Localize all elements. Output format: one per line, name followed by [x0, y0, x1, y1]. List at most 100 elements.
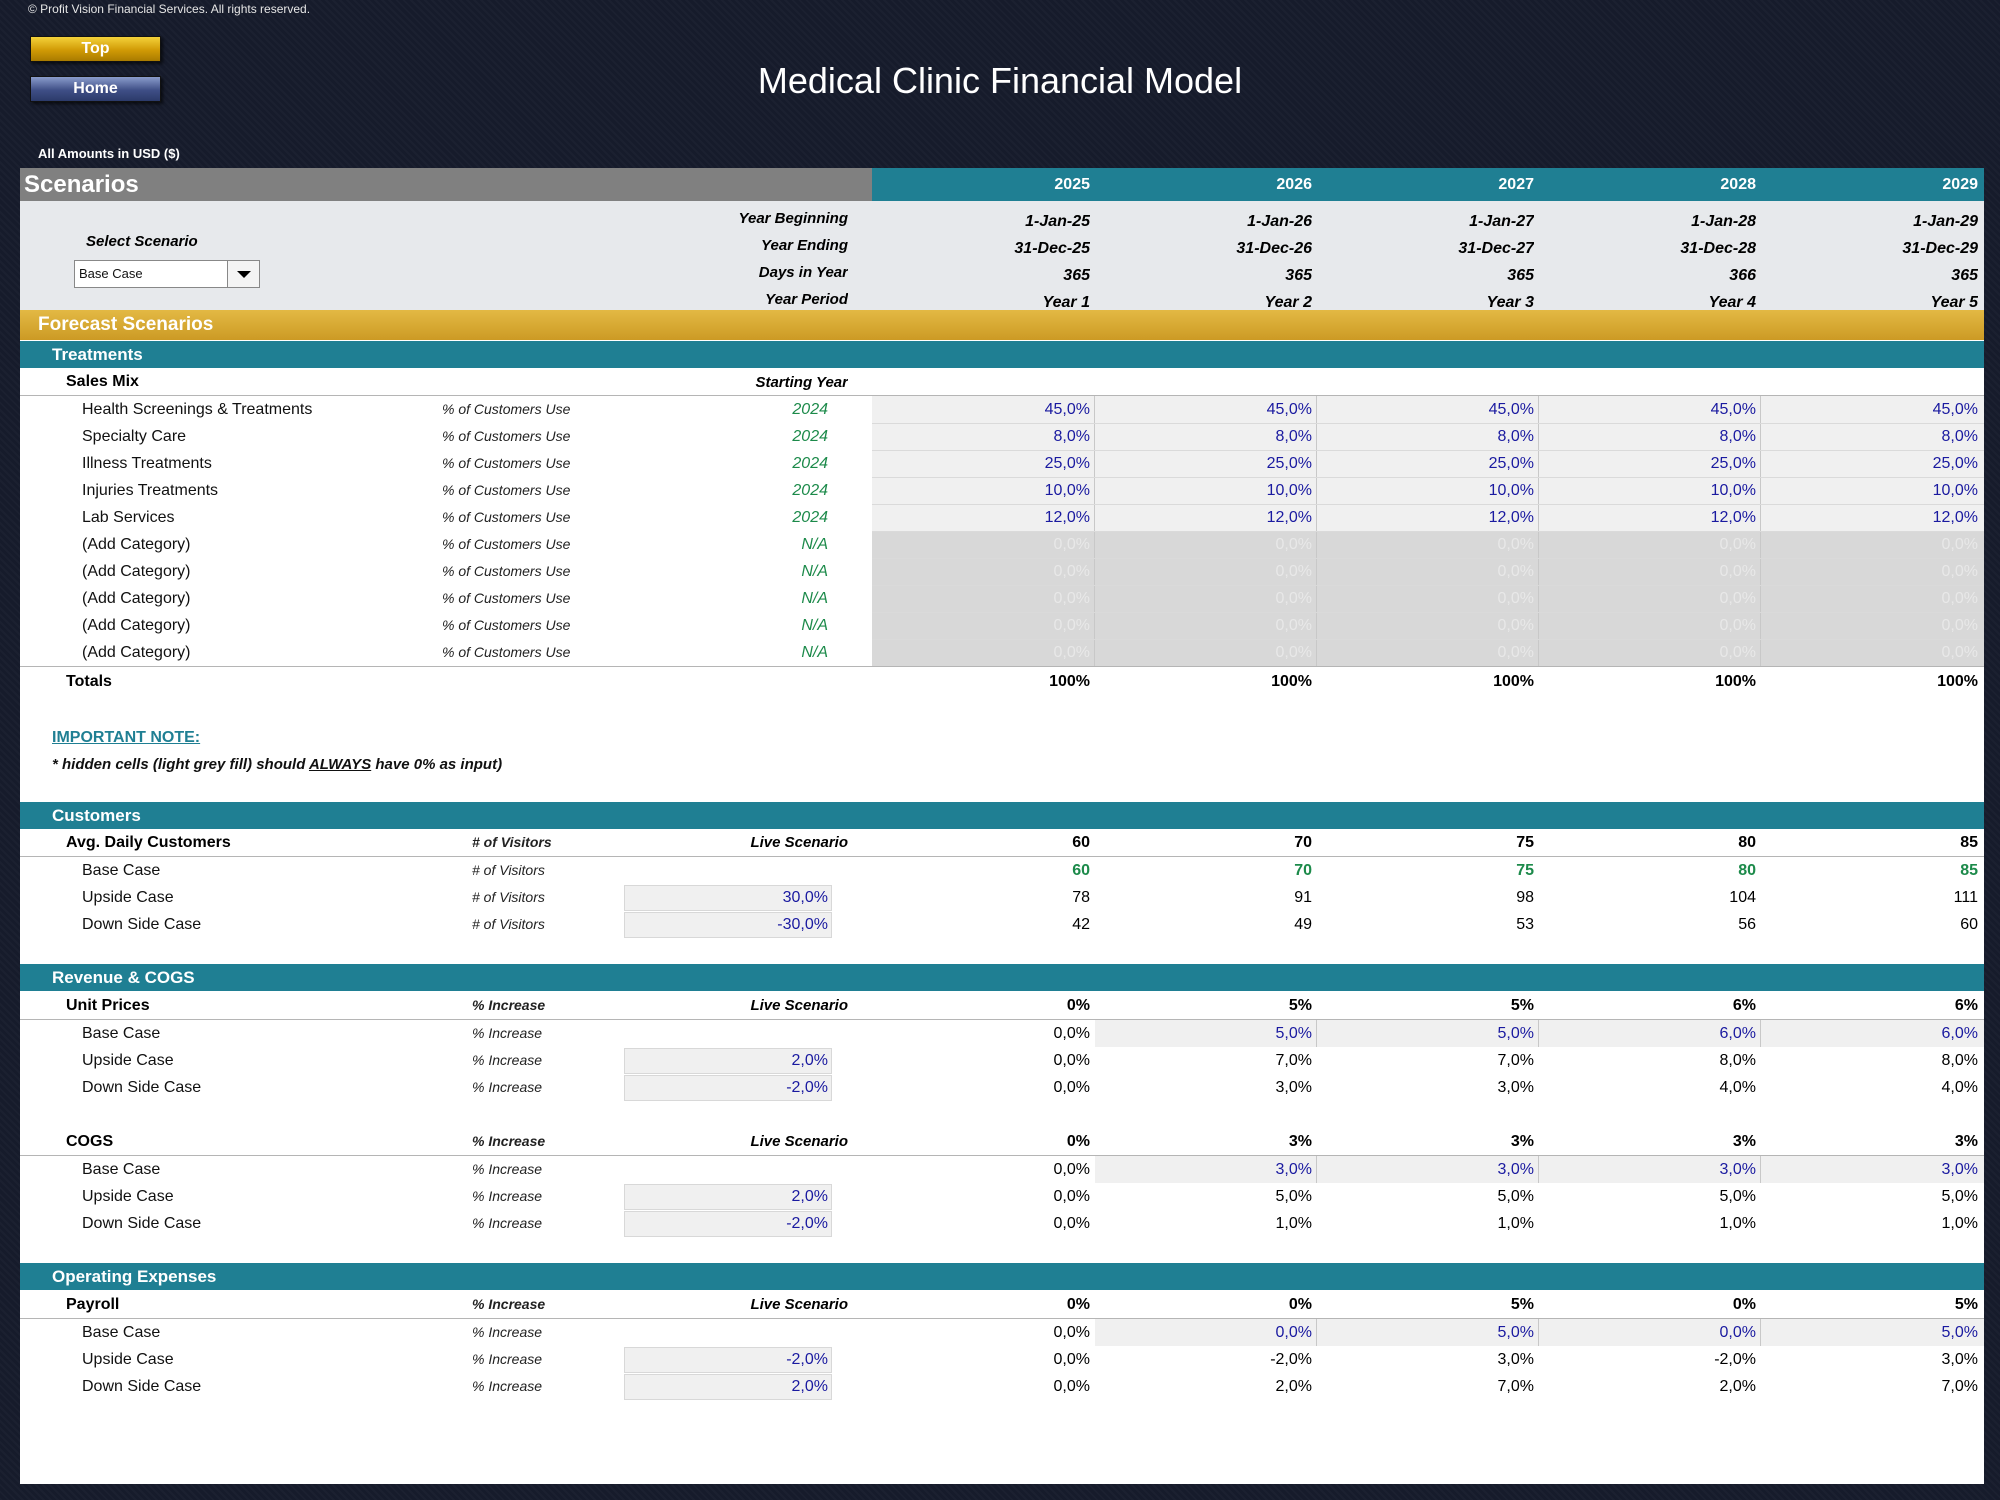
scenario-row-name: Down Side Case: [82, 1215, 202, 1232]
scenario-value: 1,0%: [1719, 1215, 1756, 1232]
treatment-value[interactable]: 8,0%: [1497, 428, 1534, 445]
scenario-value: 7,0%: [1275, 1052, 1312, 1069]
treatment-value[interactable]: 10,0%: [1488, 482, 1534, 499]
live-value: 85: [1960, 834, 1978, 851]
row-divider: [872, 477, 1984, 478]
treatment-value[interactable]: 10,0%: [1710, 482, 1756, 499]
base-case-value[interactable]: 3,0%: [1719, 1161, 1756, 1178]
treatment-value[interactable]: 10,0%: [1266, 482, 1312, 499]
treatment-value[interactable]: 12,0%: [1266, 509, 1312, 526]
treatment-value[interactable]: 45,0%: [1266, 401, 1312, 418]
chevron-down-icon[interactable]: [227, 261, 259, 287]
base-case-value[interactable]: 3,0%: [1941, 1161, 1978, 1178]
treatment-value[interactable]: 10,0%: [1932, 482, 1978, 499]
info-value: Year 1: [1042, 294, 1090, 311]
info-value: 31-Dec-29: [1902, 240, 1978, 257]
live-value: 0%: [1288, 1296, 1312, 1313]
scenario-value: 3,0%: [1497, 1079, 1534, 1096]
scenario-input-value[interactable]: 30,0%: [782, 889, 828, 906]
info-value: 1-Jan-29: [1913, 213, 1978, 230]
treatment-value[interactable]: 25,0%: [1932, 455, 1978, 472]
scenario-value: 1,0%: [1941, 1215, 1978, 1232]
home-button[interactable]: Home: [30, 76, 161, 102]
treatment-value[interactable]: 12,0%: [1932, 509, 1978, 526]
top-button[interactable]: Top: [30, 36, 161, 62]
scenario-input-value[interactable]: -30,0%: [777, 916, 828, 933]
total-value: 100%: [1271, 673, 1312, 690]
scenario-input-value[interactable]: -2,0%: [786, 1351, 828, 1368]
copyright-text: © Profit Vision Financial Services. All …: [28, 2, 311, 16]
base-case-value[interactable]: 5,0%: [1275, 1025, 1312, 1042]
treatment-value[interactable]: 25,0%: [1044, 455, 1090, 472]
scenario-value: 1,0%: [1497, 1215, 1534, 1232]
treatment-value[interactable]: 45,0%: [1710, 401, 1756, 418]
treatment-value[interactable]: 45,0%: [1488, 401, 1534, 418]
cogs-label: COGS: [66, 1133, 114, 1150]
treatment-value[interactable]: 12,0%: [1710, 509, 1756, 526]
base-case-value[interactable]: 6,0%: [1719, 1025, 1756, 1042]
scenario-row-name: Down Side Case: [82, 1378, 202, 1395]
scenario-row-unit: # of Visitors: [472, 862, 545, 878]
total-value: 100%: [1715, 673, 1756, 690]
treatment-value: 0,0%: [1053, 590, 1090, 607]
treatment-value[interactable]: 25,0%: [1266, 455, 1312, 472]
treatment-value: 0,0%: [1941, 563, 1978, 580]
divider: [20, 1155, 1984, 1156]
treatment-value[interactable]: 12,0%: [1044, 509, 1090, 526]
base-case-value[interactable]: 5,0%: [1497, 1324, 1534, 1341]
treatment-start-year: N/A: [801, 644, 828, 661]
base-case-value[interactable]: 0,0%: [1719, 1324, 1756, 1341]
payroll-unit: % Increase: [472, 1296, 546, 1312]
scenario-row-name: Base Case: [82, 1161, 161, 1178]
info-value: 31-Dec-27: [1458, 240, 1534, 257]
scenario-row-name: Upside Case: [82, 1052, 174, 1069]
scenario-value: 0,0%: [1053, 1215, 1090, 1232]
treatment-start-year: 2024: [792, 482, 828, 499]
scenario-input-value[interactable]: 2,0%: [791, 1052, 828, 1069]
base-case-value[interactable]: 3,0%: [1275, 1161, 1312, 1178]
treatment-value[interactable]: 45,0%: [1044, 401, 1090, 418]
avg-daily-customers-unit: # of Visitors: [472, 834, 552, 850]
treatment-start-year: 2024: [792, 509, 828, 526]
live-scenario-header: Live Scenario: [750, 1133, 848, 1150]
treatment-value[interactable]: 8,0%: [1941, 428, 1978, 445]
treatment-value[interactable]: 10,0%: [1044, 482, 1090, 499]
treatment-name: (Add Category): [82, 644, 191, 661]
scenario-dropdown[interactable]: Base Case: [74, 260, 260, 288]
info-value: 365: [1063, 267, 1090, 284]
info-value: 1-Jan-25: [1025, 213, 1090, 230]
treatment-value[interactable]: 25,0%: [1488, 455, 1534, 472]
scenario-input-value[interactable]: 2,0%: [791, 1188, 828, 1205]
scenario-value: 8,0%: [1719, 1052, 1756, 1069]
treatment-value[interactable]: 12,0%: [1488, 509, 1534, 526]
base-case-value: 75: [1516, 862, 1534, 879]
info-value: Year 4: [1708, 294, 1756, 311]
revenue-cogs-section-header: Revenue & COGS: [20, 964, 1984, 991]
info-label: Year Beginning: [738, 210, 848, 227]
treatment-value[interactable]: 25,0%: [1710, 455, 1756, 472]
column-divider: [1316, 1319, 1317, 1346]
page-title: Medical Clinic Financial Model: [757, 60, 1243, 101]
base-case-value[interactable]: 0,0%: [1275, 1324, 1312, 1341]
treatment-value[interactable]: 8,0%: [1719, 428, 1756, 445]
treatments-section-header: Treatments: [20, 341, 1984, 368]
cogs-unit: % Increase: [472, 1133, 546, 1149]
base-case-value[interactable]: 5,0%: [1497, 1025, 1534, 1042]
treatment-value[interactable]: 8,0%: [1275, 428, 1312, 445]
row-divider: [872, 423, 1984, 424]
scenario-row-name: Upside Case: [82, 1188, 174, 1205]
base-case-value[interactable]: 3,0%: [1497, 1161, 1534, 1178]
live-value: 3%: [1954, 1133, 1978, 1150]
scenario-value: 42: [1072, 916, 1090, 933]
treatment-value[interactable]: 8,0%: [1053, 428, 1090, 445]
treatment-value[interactable]: 45,0%: [1932, 401, 1978, 418]
scenario-input-value[interactable]: -2,0%: [786, 1079, 828, 1096]
base-case-value[interactable]: 5,0%: [1941, 1324, 1978, 1341]
scenario-input-value[interactable]: 2,0%: [791, 1378, 828, 1395]
scenario-input-value[interactable]: -2,0%: [786, 1215, 828, 1232]
live-value: 60: [1072, 834, 1090, 851]
year-header-2025: 2025: [1054, 176, 1090, 193]
scenario-row-unit: % Increase: [472, 1079, 543, 1095]
base-case-value[interactable]: 6,0%: [1941, 1025, 1978, 1042]
info-label: Days in Year: [758, 264, 848, 281]
